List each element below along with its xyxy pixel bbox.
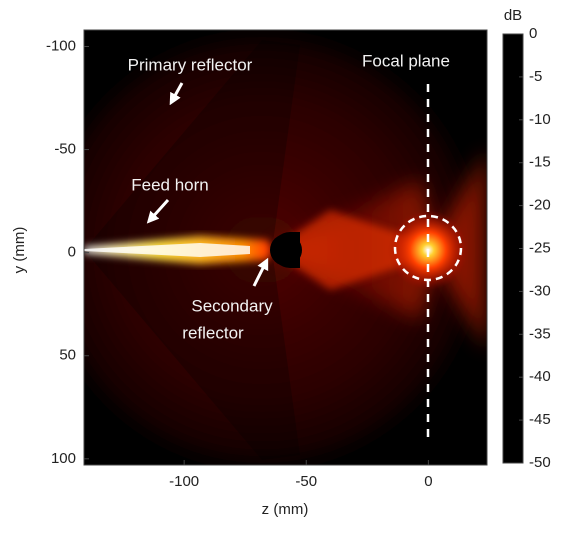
x-tick-label: -50 — [295, 473, 317, 490]
colorbar-tick-label: -45 — [529, 411, 551, 428]
colorbar-tick-label: -50 — [529, 454, 551, 471]
colorbar-tick-label: -5 — [529, 68, 542, 85]
colorbar-tick-label: -30 — [529, 282, 551, 299]
colorbar-tick-label: 0 — [529, 25, 537, 42]
plot-frame — [83, 29, 488, 466]
colorbar-tick-label: -15 — [529, 154, 551, 171]
annotation: Focal plane — [362, 51, 450, 70]
x-axis-label: z (mm) — [262, 501, 309, 518]
x-tick-label: -100 — [169, 473, 199, 490]
annotation: Primary reflector — [128, 55, 253, 74]
y-axis-label: y (mm) — [11, 227, 28, 274]
colorbar-tick-label: -40 — [529, 368, 551, 385]
y-tick-label: 50 — [59, 347, 76, 364]
colorbar-label: dB — [504, 7, 522, 24]
annotation: Secondary — [191, 296, 273, 315]
y-tick-label: 100 — [51, 450, 76, 467]
colorbar-tick-label: -35 — [529, 325, 551, 342]
y-tick-label: 0 — [68, 244, 76, 261]
y-tick-label: -50 — [54, 141, 76, 158]
y-tick-label: -100 — [46, 37, 76, 54]
annotation: reflector — [182, 323, 244, 342]
colorbar-tick-label: -25 — [529, 239, 551, 256]
colorbar-tick-label: -20 — [529, 197, 551, 214]
annotation: Feed horn — [131, 175, 209, 194]
x-tick-label: 0 — [424, 473, 432, 490]
field-map — [84, 30, 487, 465]
colorbar-tick-label: -10 — [529, 111, 551, 128]
